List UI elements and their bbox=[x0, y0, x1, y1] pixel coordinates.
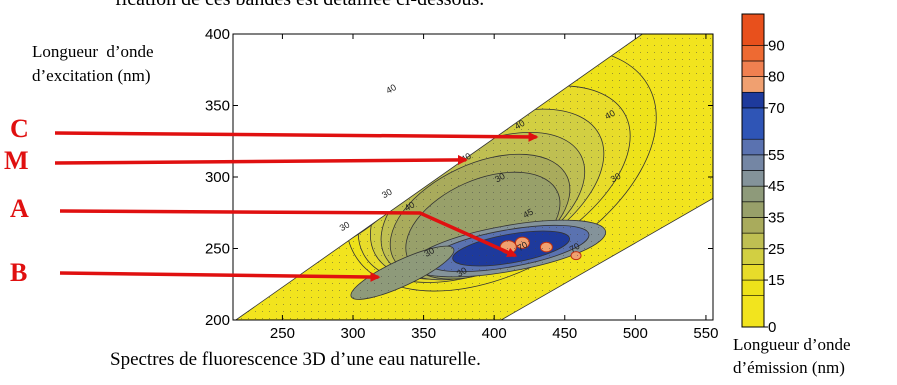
colorbar-tick-label: 70 bbox=[768, 100, 785, 117]
colorbar-band bbox=[741, 13, 765, 46]
figure-caption: Spectres de fluorescence 3D d’une eau na… bbox=[110, 349, 481, 370]
x-axis-label-line1: Longueur d’onde bbox=[733, 335, 851, 354]
contour-label: 70 bbox=[516, 239, 530, 253]
x-tick-label: 550 bbox=[693, 325, 718, 342]
colorbar-band bbox=[741, 248, 765, 265]
y-tick-label: 350 bbox=[205, 98, 230, 115]
x-tick-label: 500 bbox=[623, 325, 648, 342]
colorbar-tick-label: 90 bbox=[768, 37, 785, 54]
colorbar-tick-label: 15 bbox=[768, 272, 785, 289]
peak-arrow-a bbox=[59, 209, 518, 258]
contour-label: 40 bbox=[384, 82, 398, 96]
colorbar-tick-label: 45 bbox=[768, 178, 785, 195]
y-axis-label-line1: Longueur d’onde bbox=[32, 42, 154, 61]
y-tick-label: 300 bbox=[205, 169, 230, 186]
colorbar-band bbox=[741, 76, 765, 93]
colorbar-band bbox=[741, 91, 765, 109]
contour-label: 30 bbox=[455, 265, 469, 279]
contour-label: 30 bbox=[493, 171, 507, 185]
colorbar-band bbox=[741, 60, 765, 77]
contour-label: 70 bbox=[568, 241, 582, 255]
x-tick-label: 300 bbox=[340, 325, 365, 342]
peak-arrow-c bbox=[54, 131, 539, 142]
x-axis-label-line2: d’émission (nm) bbox=[733, 358, 845, 377]
x-tick-label: 450 bbox=[552, 325, 577, 342]
contour-label: 40 bbox=[603, 108, 617, 122]
y-tick-label: 200 bbox=[205, 312, 230, 329]
colorbar-band bbox=[741, 279, 765, 296]
colorbar-band bbox=[741, 107, 765, 140]
y-tick-label: 400 bbox=[205, 26, 230, 43]
x-tick-label: 250 bbox=[270, 325, 295, 342]
contour-label: 40 bbox=[513, 118, 527, 132]
contour-label: 30 bbox=[422, 245, 436, 259]
colorbar-frame bbox=[741, 13, 765, 328]
colorbar-tick-label: 55 bbox=[768, 147, 785, 164]
fluorescence-surface bbox=[235, 34, 714, 320]
colorbar-tick-label: 25 bbox=[768, 241, 785, 258]
peak-label-b: B bbox=[10, 258, 28, 287]
contour-label: 30 bbox=[380, 187, 394, 201]
colorbar-band bbox=[741, 201, 765, 218]
colorbar-band bbox=[741, 44, 765, 62]
peak-arrow-m bbox=[54, 154, 468, 165]
y-axis-label-line2: d’excitation (nm) bbox=[32, 66, 151, 85]
x-tick-label: 350 bbox=[411, 325, 436, 342]
colorbar-band bbox=[741, 170, 765, 187]
peak-arrow-b bbox=[59, 271, 381, 282]
colorbar-band bbox=[741, 264, 765, 281]
contour-label: 30 bbox=[338, 219, 352, 233]
colorbar-tick-label: 80 bbox=[768, 69, 785, 86]
x-tick-label: 400 bbox=[482, 325, 507, 342]
peak-label-c: C bbox=[10, 114, 29, 143]
colorbar-band bbox=[741, 138, 765, 156]
colorbar-band bbox=[741, 217, 765, 234]
colorbar-band bbox=[741, 295, 765, 328]
surface-texture bbox=[235, 34, 714, 320]
peak-label-m: M bbox=[4, 146, 29, 175]
colorbar-tick-label: 35 bbox=[768, 209, 785, 226]
colorbar-band bbox=[741, 154, 765, 171]
colorbar-band bbox=[741, 185, 765, 203]
contour-label: 45 bbox=[521, 207, 535, 221]
colorbar-band bbox=[741, 232, 765, 250]
contour-label: 40 bbox=[403, 199, 417, 213]
colorbar-tick-label: 0 bbox=[768, 319, 776, 336]
peak-label-a: A bbox=[10, 194, 29, 223]
y-tick-label: 250 bbox=[205, 241, 230, 258]
contour-label: 30 bbox=[609, 171, 623, 185]
top-text: fication de ces bandes est détaillée ci-… bbox=[115, 0, 484, 11]
